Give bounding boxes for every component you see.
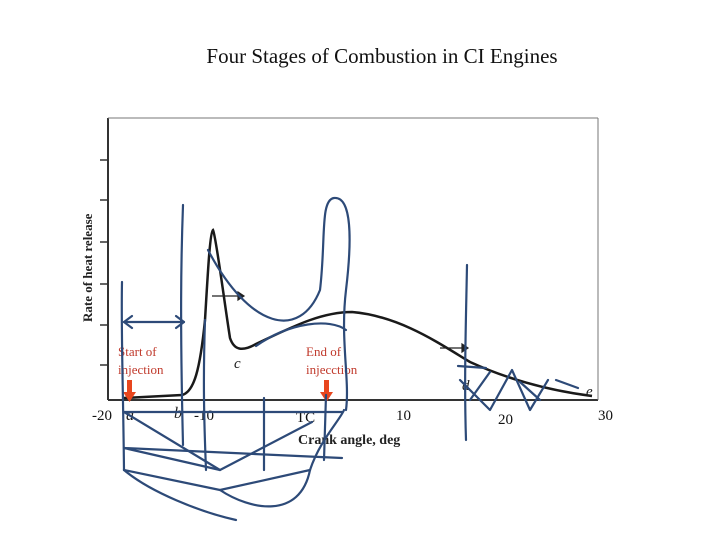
heat-release-curve <box>123 228 593 400</box>
point-label-e: e <box>586 384 593 400</box>
curve-arrows <box>212 290 470 354</box>
start-injection-arrow <box>123 380 136 402</box>
y-axis-label: Rate of heat release <box>80 213 95 322</box>
handwritten-annotations <box>120 196 580 522</box>
tick-label-10: 10 <box>396 408 411 424</box>
tick-label-minus20: -20 <box>92 408 112 424</box>
end-injection-label-line2: injecction <box>306 362 358 377</box>
tick-label-30: 30 <box>598 408 613 424</box>
slide-title: Four Stages of Combustion in CI Engines <box>206 44 558 68</box>
tick-label-20: 20 <box>498 412 513 428</box>
plot-frame <box>100 117 599 401</box>
start-injection-label-line1: Start of <box>118 344 157 359</box>
x-axis-label: Crank angle, deg <box>298 433 400 448</box>
end-injection-label-line1: End of <box>306 344 342 359</box>
point-label-c: c <box>234 356 241 372</box>
start-injection-label-line2: injection <box>118 362 164 377</box>
point-label-b: b <box>174 405 182 422</box>
